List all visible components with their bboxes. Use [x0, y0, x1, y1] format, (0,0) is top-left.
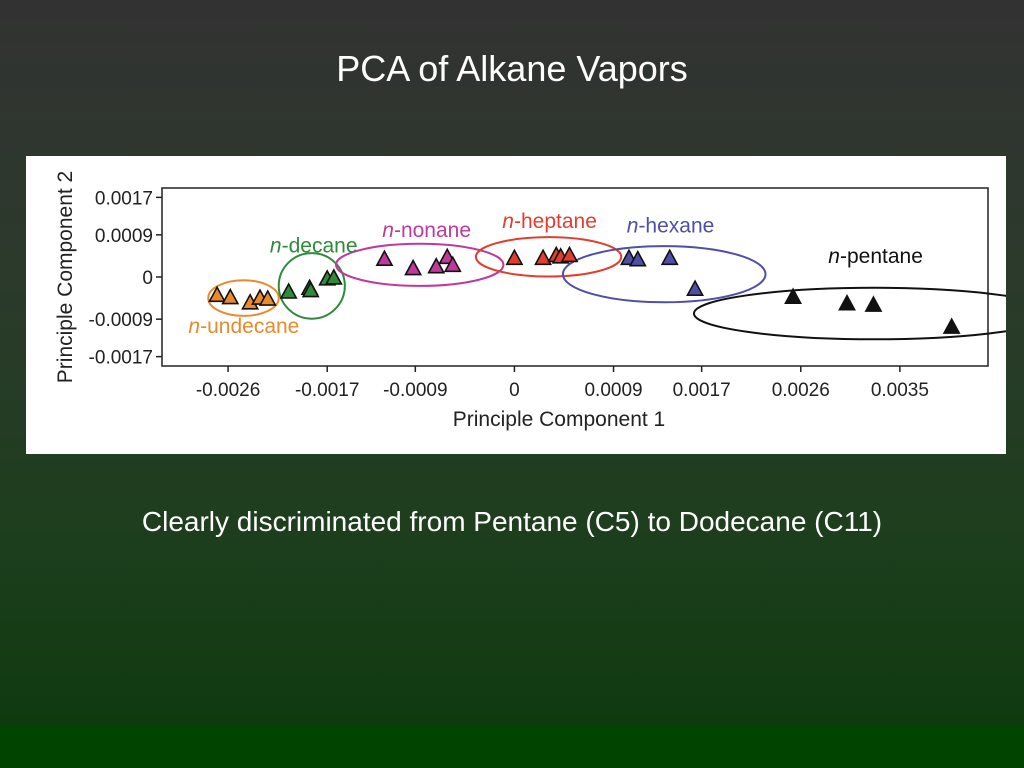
- series-label-prefix: n: [270, 235, 282, 258]
- series-label-suffix: -pentane: [840, 245, 923, 268]
- x-tick-label: 0: [509, 380, 520, 401]
- series-label: n-undecane: [188, 315, 299, 338]
- chart-panel: -0.0026 -0.0017 -0.0009 0 0.0009 0.0017 0.0026…: [26, 156, 1006, 454]
- data-point: [208, 285, 227, 303]
- cluster-ellipse: [335, 242, 505, 287]
- series-label-prefix: n: [188, 315, 200, 338]
- y-tick-label: 0: [142, 268, 153, 289]
- series-label-suffix: -decane: [282, 235, 358, 258]
- pca-scatter-chart: -0.0026 -0.0017 -0.0009 0 0.0009 0.0017 0.0026…: [54, 171, 1006, 431]
- data-point: [221, 287, 240, 305]
- series-label-prefix: n: [382, 219, 394, 242]
- x-tick-label: 0.0026: [772, 380, 830, 401]
- y-tick-label: 0.0017: [95, 188, 153, 209]
- data-point: [443, 255, 462, 273]
- data-point: [660, 248, 679, 266]
- y-tick-label: -0.0017: [89, 348, 153, 369]
- series-label-prefix: n: [502, 210, 514, 233]
- series-label: n-hexane: [627, 215, 715, 238]
- series-label-prefix: n: [828, 245, 840, 268]
- data-point: [505, 248, 524, 266]
- slide-caption: Clearly discriminated from Pentane (C5) …: [141, 506, 883, 537]
- data-point: [784, 287, 803, 304]
- series-label: n-pentane: [828, 245, 923, 268]
- cluster-ellipse: [474, 236, 623, 278]
- data-point: [534, 248, 553, 266]
- data-point: [324, 268, 343, 285]
- data-point: [942, 317, 961, 334]
- data-point: [404, 258, 423, 276]
- y-axis-label: Principle Component 2: [54, 171, 77, 383]
- x-tick-label: -0.0017: [295, 380, 359, 401]
- cluster-ellipse: [207, 279, 280, 317]
- data-point: [427, 257, 446, 274]
- series-label-suffix: -nonane: [394, 219, 471, 242]
- x-tick-label: -0.0009: [383, 380, 447, 401]
- data-point: [279, 282, 298, 299]
- data-point: [258, 289, 277, 306]
- series-label-suffix: -hexane: [638, 215, 714, 238]
- slide-title: PCA of Alkane Vapors: [336, 48, 688, 89]
- data-point: [686, 279, 704, 296]
- y-tick-label: -0.0009: [89, 310, 153, 331]
- x-axis-label: Principle Component 1: [453, 408, 665, 431]
- data-point: [301, 280, 320, 298]
- x-tick-label: 0.0009: [584, 380, 642, 401]
- series-label: n-nonane: [382, 219, 471, 242]
- x-tick-label: 0.0035: [871, 380, 929, 401]
- data-point: [375, 249, 394, 266]
- series-label: n-decane: [270, 235, 358, 258]
- x-tick-label: 0.0017: [673, 380, 731, 401]
- cluster-ellipse: [692, 286, 1006, 341]
- footer-band: [0, 726, 1024, 768]
- x-tick-label: -0.0026: [196, 380, 260, 401]
- series-label-suffix: -undecane: [200, 315, 299, 338]
- cluster-ellipse: [561, 245, 767, 304]
- data-point: [838, 294, 856, 311]
- data-point: [864, 295, 883, 312]
- series-label-prefix: n: [627, 215, 639, 238]
- data-point: [560, 245, 579, 263]
- series-label-suffix: -heptane: [514, 210, 597, 233]
- data-point: [628, 249, 647, 267]
- y-tick-label: 0.0009: [95, 226, 153, 247]
- series-label: n-heptane: [502, 210, 597, 233]
- cluster-ellipse: [277, 252, 346, 320]
